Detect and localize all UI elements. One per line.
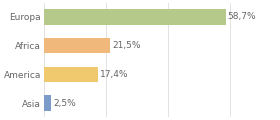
Text: 21,5%: 21,5% — [112, 41, 141, 50]
Text: 58,7%: 58,7% — [228, 12, 256, 21]
Text: 17,4%: 17,4% — [99, 70, 128, 79]
Bar — [44, 96, 52, 111]
Bar — [44, 66, 98, 82]
Bar — [44, 38, 110, 54]
Bar — [44, 9, 226, 24]
Text: 2,5%: 2,5% — [53, 99, 76, 108]
